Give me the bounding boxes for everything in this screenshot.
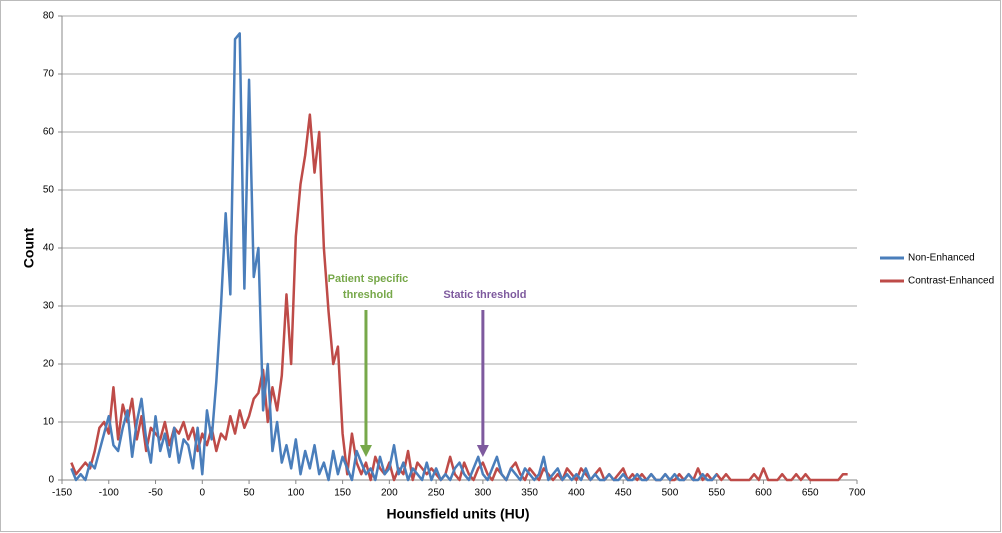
y-tick-label: 60 [43, 127, 55, 138]
annotation-text: threshold [343, 289, 393, 301]
x-tick-label: 700 [849, 488, 866, 499]
annotation-text: Patient specific [328, 273, 409, 285]
legend-label: Contrast-Enhanced [908, 276, 994, 287]
annotation-arrowhead [359, 445, 372, 457]
x-tick-label: 100 [287, 488, 304, 499]
y-tick-label: 10 [43, 417, 55, 428]
x-tick-label: 50 [243, 488, 255, 499]
y-tick-label: 0 [48, 475, 54, 486]
y-tick-label: 30 [43, 301, 55, 312]
x-tick-label: 200 [381, 488, 398, 499]
series-line [70, 113, 848, 482]
y-tick-label: 20 [43, 359, 55, 370]
x-tick-label: 150 [334, 488, 351, 499]
series-line [70, 32, 718, 482]
x-tick-label: 500 [662, 488, 679, 499]
y-tick-label: 40 [43, 243, 55, 254]
x-tick-label: 650 [802, 488, 819, 499]
x-tick-label: 600 [755, 488, 772, 499]
x-tick-label: 250 [428, 488, 445, 499]
y-tick-label: 80 [43, 11, 55, 22]
x-tick-label: -150 [52, 488, 72, 499]
x-tick-label: 350 [521, 488, 538, 499]
y-tick-label: 50 [43, 185, 55, 196]
x-tick-label: -100 [99, 488, 119, 499]
annotation-text: Static threshold [443, 289, 526, 301]
annotation-arrowhead [476, 445, 489, 457]
x-tick-label: 550 [708, 488, 725, 499]
x-tick-label: 300 [475, 488, 492, 499]
legend-label: Non-Enhanced [908, 253, 975, 264]
x-tick-label: 0 [200, 488, 206, 499]
x-axis-title: Hounsfield units (HU) [386, 506, 529, 522]
y-axis-title: Count [21, 227, 37, 268]
x-tick-label: -50 [148, 488, 163, 499]
y-tick-label: 70 [43, 69, 55, 80]
x-tick-label: 400 [568, 488, 585, 499]
x-tick-label: 450 [615, 488, 632, 499]
